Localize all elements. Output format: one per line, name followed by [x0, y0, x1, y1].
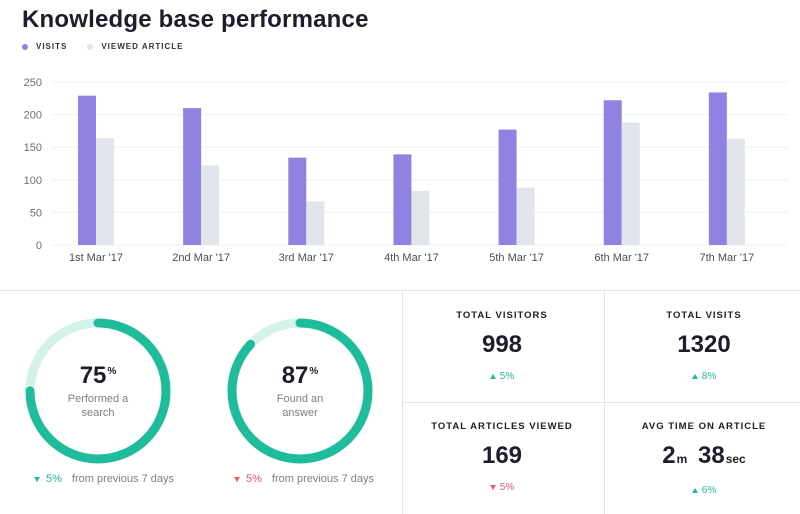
bar-viewed-article — [96, 138, 114, 245]
stat-value: 2m 38sec — [662, 442, 746, 469]
legend-item-viewed-article[interactable]: VIEWED ARTICLE — [87, 42, 183, 51]
stat-change: 8% — [605, 371, 800, 382]
stat-change: 6% — [605, 485, 800, 496]
trend-down-icon — [489, 485, 496, 490]
legend-swatch-visits — [22, 43, 28, 50]
chart-legend: VISITS VIEWED ARTICLE — [22, 42, 184, 51]
bar-viewed-article — [306, 201, 325, 245]
trend-up-icon — [691, 374, 698, 379]
trend-up-icon — [489, 374, 496, 379]
legend-item-visits[interactable]: VISITS — [22, 42, 67, 51]
y-tick-label: 200 — [24, 110, 42, 122]
donut-caption: Found an answer — [276, 393, 324, 419]
donut-caption: Performed a search — [67, 393, 129, 419]
bar-visits — [78, 95, 96, 245]
x-tick-label: 1st Mar '17 — [69, 252, 123, 264]
row-divider — [402, 402, 800, 403]
bar-viewed-article — [621, 122, 640, 245]
stat-change: 5% — [403, 482, 601, 493]
y-tick-label: 250 — [24, 77, 42, 89]
donut-change-performed-search: 5% from previous 7 days — [34, 473, 174, 485]
donut-value: 75% — [79, 362, 117, 389]
bar-visits — [183, 108, 202, 245]
donut-found-answer: 87% Found an answer — [225, 316, 375, 466]
stat-label: AVG TIME ON ARTICLE — [641, 421, 767, 432]
bar-visits — [288, 157, 307, 245]
bar-viewed-article — [726, 138, 745, 245]
x-tick-label: 3rd Mar '17 — [279, 252, 334, 264]
bar-viewed-article — [201, 165, 220, 245]
donut-progress-arc — [25, 318, 171, 464]
bar-visits — [393, 154, 412, 245]
stat-avg-time-on-article: AVG TIME ON ARTICLE 2m 38sec 6% — [605, 421, 800, 496]
stat-label: TOTAL ARTICLES VIEWED — [431, 421, 573, 432]
bar-chart: 0 50 100 150 200 250 1st Mar '17 2nd Mar '17 3rd… — [24, 77, 788, 264]
legend-label-viewed-article: VIEWED ARTICLE — [101, 42, 184, 51]
y-tick-label: 150 — [24, 142, 42, 154]
stat-total-visits: TOTAL VISITS 1320 8% — [605, 310, 800, 382]
donut-value: 87% — [281, 362, 319, 389]
donut-ring — [227, 318, 373, 464]
section-divider — [0, 290, 800, 291]
donut-performed-search: 75% Performed a search — [23, 316, 173, 466]
stat-label: TOTAL VISITORS — [456, 310, 548, 321]
x-tick-label: 2nd Mar '17 — [172, 252, 230, 264]
donut-change-found-answer: 5% from previous 7 days — [234, 473, 374, 485]
stat-label: TOTAL VISITS — [666, 310, 742, 321]
x-tick-label: 4th Mar '17 — [384, 252, 439, 264]
bar-visits — [498, 129, 517, 245]
stat-total-articles-viewed: TOTAL ARTICLES VIEWED 169 5% — [403, 421, 601, 493]
legend-swatch-viewed-article — [87, 43, 94, 50]
legend-label-visits: VISITS — [36, 42, 68, 51]
bar-visits — [603, 100, 622, 245]
stat-total-visitors: TOTAL VISITORS 998 5% — [403, 310, 601, 382]
x-tick-label: 7th Mar '17 — [700, 252, 755, 264]
bar-visits — [708, 92, 727, 245]
y-tick-label: 0 — [36, 240, 42, 252]
stat-value: 998 — [481, 331, 523, 358]
x-tick-label: 5th Mar '17 — [489, 252, 544, 264]
stat-value: 169 — [481, 442, 523, 469]
x-tick-label: 6th Mar '17 — [594, 252, 649, 264]
stat-value: 1320 — [677, 331, 731, 358]
stat-change: 5% — [403, 371, 601, 382]
trend-up-icon — [691, 488, 698, 493]
y-tick-label: 100 — [24, 175, 42, 187]
donut-ring — [25, 318, 171, 464]
bar-viewed-article — [516, 187, 535, 245]
bar-viewed-article — [411, 190, 430, 245]
y-tick-label: 50 — [30, 207, 42, 219]
page-title: Knowledge base performance — [22, 6, 369, 33]
donut-progress-arc — [227, 318, 373, 464]
trend-down-icon — [34, 476, 40, 482]
trend-down-icon — [234, 476, 240, 482]
